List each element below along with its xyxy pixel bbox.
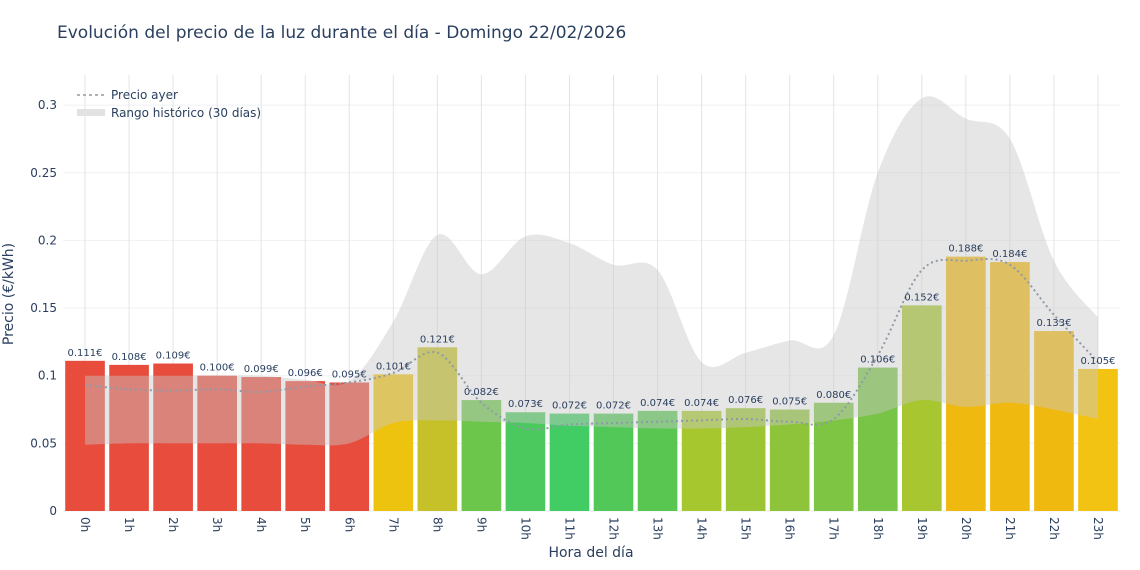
x-tick-label: 10h [518, 517, 532, 540]
bar-5h[interactable] [285, 381, 326, 511]
y-axis-ticks: 0 0.05 0.1 0.15 0.2 0.25 0.3 [30, 98, 57, 518]
bar-19h[interactable] [901, 305, 942, 511]
bar-value-label: 0.106€ [860, 355, 895, 366]
x-tick-label: 6h [342, 517, 356, 532]
x-tick-label: 14h [695, 517, 709, 540]
bar-21h[interactable] [990, 262, 1030, 511]
legend-yesterday[interactable]: Precio ayer [111, 88, 178, 102]
bar-11h[interactable] [549, 413, 590, 511]
bar-3h[interactable] [197, 375, 237, 511]
x-tick-label: 20h [959, 517, 973, 540]
x-tick-label: 13h [651, 517, 665, 540]
bar-value-label: 0.108€ [112, 352, 147, 363]
bar-value-label: 0.075€ [772, 397, 807, 408]
x-tick-label: 12h [607, 517, 621, 540]
bar-value-label: 0.100€ [200, 363, 235, 374]
bars [65, 256, 1118, 511]
bar-6h[interactable] [329, 382, 370, 511]
y-axis-title: Precio (€/kWh) [1, 243, 17, 345]
x-tick-label: 4h [254, 517, 268, 532]
y-tick-label: 0.15 [30, 301, 57, 315]
bar-13h[interactable] [637, 410, 678, 511]
bar-14h[interactable] [681, 410, 722, 511]
bar-18h[interactable] [857, 367, 898, 511]
y-tick-label: 0.3 [38, 98, 57, 112]
bar-value-label: 0.101€ [376, 361, 411, 372]
x-tick-label: 5h [298, 517, 312, 532]
bar-value-label: 0.096€ [288, 368, 323, 379]
bar-2h[interactable] [153, 363, 193, 511]
bar-15h[interactable] [725, 408, 766, 511]
x-tick-label: 17h [827, 517, 841, 540]
y-tick-label: 0.05 [30, 436, 57, 450]
x-tick-label: 18h [871, 517, 885, 540]
x-tick-label: 3h [210, 517, 224, 532]
x-tick-label: 8h [430, 517, 444, 532]
bar-value-label: 0.133€ [1036, 318, 1071, 329]
y-tick-label: 0.25 [30, 166, 57, 180]
bar-9h[interactable] [461, 400, 502, 511]
bar-value-label: 0.074€ [640, 398, 675, 409]
bar-12h[interactable] [593, 413, 634, 511]
x-tick-label: 16h [783, 517, 797, 540]
bar-value-label: 0.111€ [68, 348, 103, 359]
y-tick-label: 0 [49, 504, 57, 518]
y-tick-label: 0.1 [38, 369, 57, 383]
legend-band-swatch [77, 109, 105, 116]
bar-value-label: 0.099€ [244, 364, 279, 375]
x-tick-label: 1h [122, 517, 136, 532]
x-tick-label: 7h [386, 517, 400, 532]
bar-value-label: 0.152€ [904, 292, 939, 303]
bar-value-label: 0.082€ [464, 387, 499, 398]
yesterday-price-line [84, 258, 1099, 431]
bar-4h[interactable] [241, 377, 282, 511]
historical-range-band [85, 96, 1098, 446]
bar-value-label: 0.072€ [552, 401, 587, 412]
x-tick-label: 22h [1047, 517, 1061, 540]
bar-22h[interactable] [1034, 331, 1074, 511]
data-labels: 0.111€ 0.108€ 0.109€ 0.100€ 0.099€ 0.096€ 0.09… [68, 244, 1116, 412]
bar-value-label: 0.121€ [420, 334, 455, 345]
x-tick-label: 19h [915, 517, 929, 540]
bar-value-label: 0.095€ [332, 369, 367, 380]
x-tick-label: 21h [1003, 517, 1017, 540]
x-tick-label: 15h [739, 517, 753, 540]
bar-value-label: 0.184€ [992, 249, 1027, 260]
bar-8h[interactable] [417, 347, 458, 511]
x-tick-label: 2h [166, 517, 180, 532]
bar-16h[interactable] [769, 409, 810, 511]
x-tick-label: 0h [78, 517, 92, 532]
bar-value-label: 0.109€ [156, 351, 191, 362]
x-tick-label: 23h [1091, 517, 1105, 540]
bar-value-label: 0.188€ [948, 244, 983, 255]
bar-7h[interactable] [373, 374, 414, 511]
bar-20h[interactable] [946, 256, 986, 511]
bar-10h[interactable] [505, 412, 546, 511]
chart-title: Evolución del precio de la luz durante e… [57, 23, 626, 43]
bar-value-label: 0.073€ [508, 399, 543, 410]
bar-value-label: 0.080€ [816, 390, 851, 401]
bar-value-label: 0.074€ [684, 398, 719, 409]
legend[interactable]: Precio ayer Rango histórico (30 días) [77, 88, 261, 120]
bar-value-label: 0.076€ [728, 395, 763, 406]
x-axis-title: Hora del día [548, 545, 633, 561]
bar-1h[interactable] [109, 364, 149, 511]
x-tick-label: 11h [562, 517, 576, 540]
x-tick-label: 9h [474, 517, 488, 532]
y-tick-label: 0.2 [38, 233, 57, 247]
legend-historical[interactable]: Rango histórico (30 días) [111, 106, 261, 120]
bar-23h[interactable] [1078, 368, 1118, 511]
bar-value-label: 0.072€ [596, 401, 631, 412]
bar-17h[interactable] [813, 402, 854, 511]
bar-value-label: 0.105€ [1080, 356, 1115, 367]
x-axis-ticks: 0h 1h 2h 3h 4h 5h 6h 7h 8h 9h 10h 11h 12h 13h 14h 15h 16… [78, 517, 1105, 540]
